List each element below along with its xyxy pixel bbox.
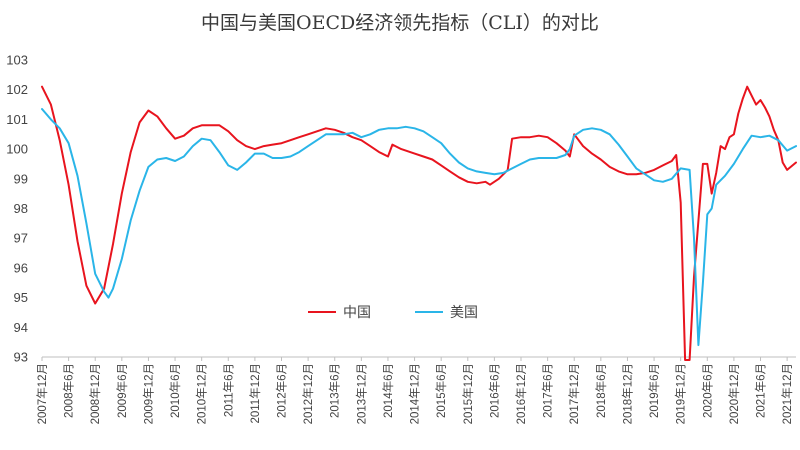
x-tick-label: 2010年6月 xyxy=(168,363,182,418)
x-tick-label: 2012年6月 xyxy=(275,363,289,418)
y-axis: 93 94 95 96 97 98 99 100 101 102 103 xyxy=(6,53,28,365)
series-line-china xyxy=(41,85,797,361)
x-tick-label: 2015年12月 xyxy=(461,363,475,424)
x-tick-label: 2010年12月 xyxy=(195,363,209,424)
x-tick-label: 2013年6月 xyxy=(328,363,342,418)
x-tick-label: 2019年6月 xyxy=(647,363,661,418)
y-tick-label: 97 xyxy=(14,231,28,246)
y-tick-label: 100 xyxy=(6,142,28,157)
watermark-icon xyxy=(643,427,661,445)
x-tick-label: 2020年12月 xyxy=(727,363,741,424)
x-tick-label: 2007年12月 xyxy=(35,363,49,424)
y-tick-label: 93 xyxy=(14,350,28,365)
x-tick-label: 2016年12月 xyxy=(514,363,528,424)
y-tick-label: 95 xyxy=(14,290,28,305)
x-tick-label: 2009年12月 xyxy=(141,363,155,424)
chart-title: 中国与美国OECD经济领先指标（CLI）的对比 xyxy=(201,12,599,34)
y-tick-label: 94 xyxy=(14,320,28,335)
x-tick-label: 2018年12月 xyxy=(620,363,634,424)
y-tick-label: 96 xyxy=(14,260,28,275)
x-tick-label: 2021年6月 xyxy=(754,363,768,418)
y-tick-label: 99 xyxy=(14,171,28,186)
y-tick-label: 101 xyxy=(6,112,28,127)
x-tick-label: 2008年6月 xyxy=(62,363,76,418)
legend: 中国 美国 xyxy=(308,305,478,321)
x-tick-label: 2014年12月 xyxy=(408,363,422,424)
y-tick-label: 102 xyxy=(6,82,28,97)
x-tick-label: 2008年12月 xyxy=(88,363,102,424)
x-tick-label: 2011年12月 xyxy=(248,363,262,424)
series-layer xyxy=(41,85,797,361)
x-tick-label: 2016年6月 xyxy=(487,363,501,418)
x-tick-label: 2015年6月 xyxy=(434,363,448,418)
watermark: 财经的陆地 xyxy=(643,427,741,445)
x-tick-label: 2017年6月 xyxy=(541,363,555,418)
x-tick-label: 2018年6月 xyxy=(594,363,608,418)
watermark-text: 财经的陆地 xyxy=(666,427,741,445)
x-axis: 2007年12月 2008年6月 2008年12月 2009年6月 2009年12月 20… xyxy=(35,356,796,424)
x-tick-label: 2012年12月 xyxy=(301,363,315,424)
x-tick-label: 2017年12月 xyxy=(567,363,581,424)
x-tick-label: 2009年6月 xyxy=(115,363,129,418)
x-tick-label: 2013年12月 xyxy=(354,363,368,424)
series-line-usa xyxy=(41,108,797,347)
x-tick-label: 2011年6月 xyxy=(221,363,235,417)
legend-label-usa: 美国 xyxy=(450,305,478,321)
legend-label-china: 中国 xyxy=(343,305,371,321)
x-tick-label: 2019年12月 xyxy=(674,363,688,424)
x-tick-label: 2014年6月 xyxy=(381,363,395,418)
y-tick-label: 98 xyxy=(14,201,28,216)
x-tick-label: 2021年12月 xyxy=(780,363,794,424)
x-tick-label: 2020年6月 xyxy=(700,363,714,418)
y-tick-label: 103 xyxy=(6,53,28,68)
